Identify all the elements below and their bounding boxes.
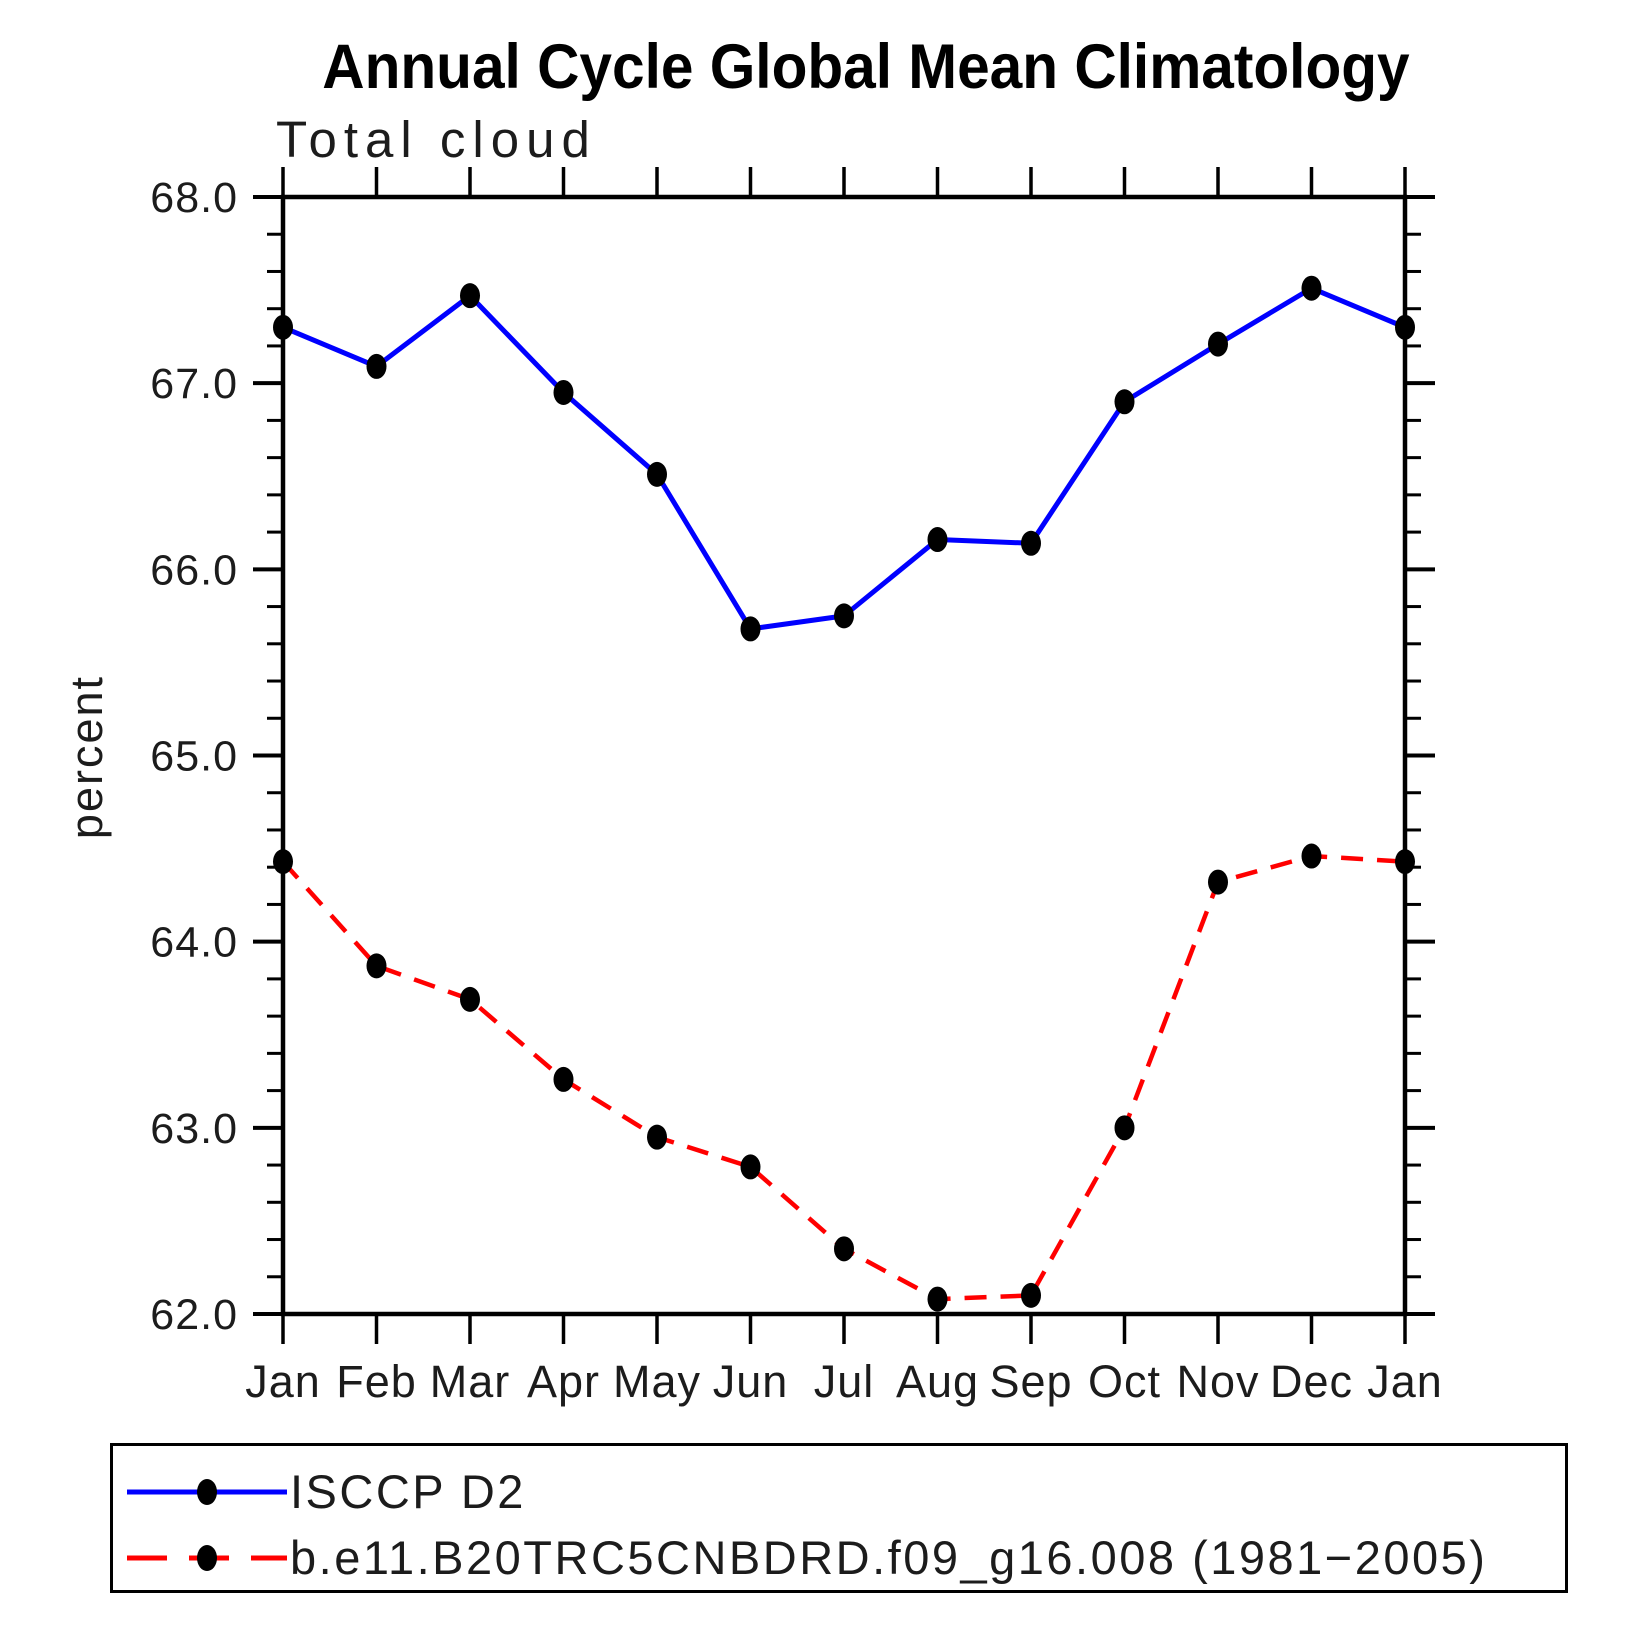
data-point bbox=[553, 1066, 574, 1092]
svg-text:Jan: Jan bbox=[245, 1356, 321, 1407]
x-tick-labels: Jan Feb Mar Apr May Jun Jul Aug Sep Oct Nov Dec Jan bbox=[245, 1356, 1443, 1407]
data-point bbox=[1395, 849, 1415, 875]
svg-text:67.0: 67.0 bbox=[150, 360, 238, 408]
chart-title: Annual Cycle Global Mean Climatology bbox=[322, 32, 1410, 102]
data-point bbox=[927, 527, 948, 553]
svg-text:68.0: 68.0 bbox=[150, 174, 238, 222]
svg-text:Apr: Apr bbox=[527, 1356, 600, 1407]
svg-text:Aug: Aug bbox=[896, 1356, 979, 1407]
data-point bbox=[273, 849, 293, 875]
svg-text:66.0: 66.0 bbox=[150, 546, 238, 594]
series-markers-0 bbox=[273, 275, 1415, 642]
legend-label-obs: ISCCP D2 bbox=[290, 1465, 526, 1518]
legend-box: ISCCP D2 b.e11.B20TRC5CNBDRD.f09_g16.008… bbox=[110, 1443, 1568, 1593]
series-markers-1 bbox=[273, 843, 1415, 1312]
svg-text:Jan: Jan bbox=[1367, 1356, 1443, 1407]
data-point bbox=[1301, 275, 1322, 301]
data-point bbox=[927, 1286, 948, 1312]
data-point bbox=[1114, 1115, 1135, 1141]
data-point bbox=[740, 1154, 761, 1180]
series-line-1 bbox=[281, 853, 1406, 1302]
plot-frame bbox=[280, 194, 1408, 1317]
data-point bbox=[1208, 331, 1228, 357]
data-point bbox=[273, 314, 293, 340]
data-point bbox=[553, 379, 574, 405]
svg-text:63.0: 63.0 bbox=[150, 1105, 238, 1153]
data-point bbox=[1114, 389, 1135, 415]
legend-sample-line-model bbox=[127, 1545, 287, 1571]
data-point bbox=[1208, 869, 1228, 895]
legend-sample-line-obs bbox=[127, 1479, 287, 1505]
series-line-0 bbox=[282, 285, 1406, 632]
svg-text:Feb: Feb bbox=[336, 1356, 417, 1407]
y-tick-labels: 68.0 67.0 66.0 65.0 64.0 63.0 62.0 bbox=[150, 174, 238, 1339]
svg-text:Mar: Mar bbox=[430, 1356, 511, 1407]
data-point bbox=[460, 986, 480, 1012]
svg-text:62.0: 62.0 bbox=[150, 1291, 238, 1339]
data-point bbox=[740, 616, 761, 642]
data-point bbox=[1021, 1282, 1041, 1308]
legend-entry-obs: ISCCP D2 bbox=[113, 1465, 526, 1518]
data-point bbox=[1301, 843, 1322, 869]
data-point bbox=[1395, 314, 1415, 340]
data-point bbox=[366, 953, 387, 979]
data-point bbox=[460, 283, 480, 309]
data-point bbox=[834, 603, 854, 629]
data-point bbox=[834, 1236, 854, 1262]
chart-subtitle: Total cloud bbox=[276, 111, 597, 168]
data-point bbox=[366, 353, 387, 379]
svg-text:Nov: Nov bbox=[1176, 1356, 1259, 1407]
svg-text:Dec: Dec bbox=[1270, 1356, 1353, 1407]
legend-label-model: b.e11.B20TRC5CNBDRD.f09_g16.008 (1981−20… bbox=[290, 1531, 1488, 1584]
svg-text:Jun: Jun bbox=[713, 1356, 789, 1407]
data-point bbox=[647, 461, 667, 487]
svg-text:Sep: Sep bbox=[989, 1356, 1072, 1407]
legend-entry-model: b.e11.B20TRC5CNBDRD.f09_g16.008 (1981−20… bbox=[113, 1531, 1488, 1584]
svg-text:Jul: Jul bbox=[814, 1356, 875, 1407]
y-axis-ticks bbox=[253, 195, 1435, 1316]
x-axis-ticks bbox=[281, 167, 1407, 1344]
svg-text:65.0: 65.0 bbox=[150, 733, 238, 781]
svg-text:May: May bbox=[613, 1356, 701, 1407]
svg-text:Oct: Oct bbox=[1088, 1356, 1161, 1407]
data-point bbox=[1021, 530, 1041, 556]
data-point bbox=[647, 1124, 667, 1150]
svg-text:64.0: 64.0 bbox=[150, 919, 238, 967]
